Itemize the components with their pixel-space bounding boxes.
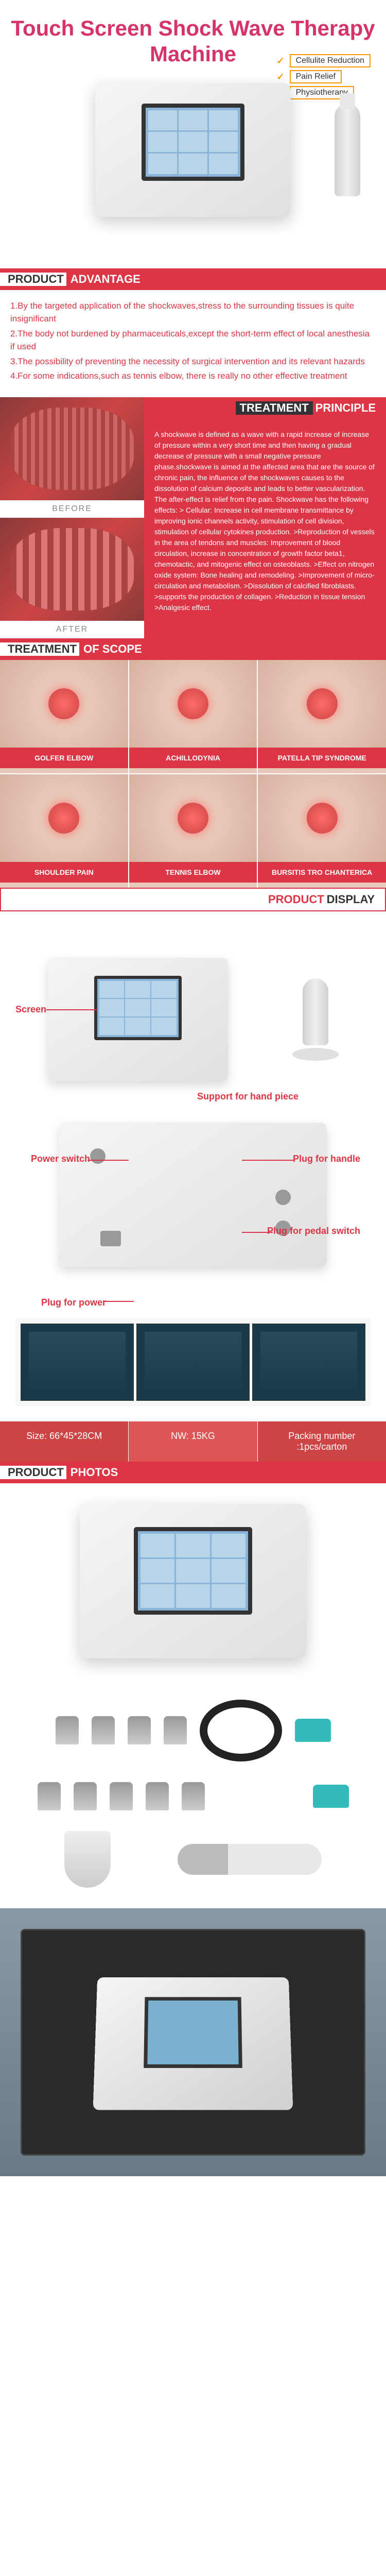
handle-illustration: [335, 104, 360, 196]
section-header-display: PRODUCT DISPLAY: [0, 888, 386, 911]
tip-accessory: [164, 1716, 187, 1744]
cap-accessory: [295, 1719, 331, 1742]
photo-main: [64, 1504, 322, 1679]
hand-piece-stand: [292, 978, 339, 1061]
spec-packing: Packing number :1pcs/carton: [258, 1421, 386, 1462]
machine-front: [48, 958, 228, 1081]
ui-screens: [15, 1318, 371, 1406]
scope-item: 2ACHILLODYNIA: [129, 660, 257, 773]
callout-plug-handle: Plug for handle: [293, 1154, 360, 1164]
callout-power-switch: Power switch: [31, 1154, 90, 1164]
scope-label: BURSITIS TRO CHANTERICA: [258, 862, 386, 883]
header-rest: PRINCIPLE: [315, 401, 376, 415]
machine-back: [59, 1123, 327, 1267]
tip-accessory: [110, 1782, 133, 1810]
header-accent: PRODUCT: [0, 1466, 66, 1479]
tip-accessory: [92, 1716, 115, 1744]
header-accent: TREATMENT: [236, 401, 313, 415]
cap-accessory: [313, 1785, 349, 1808]
scope-label: SHOULDER PAIN: [0, 862, 128, 883]
ui-screen: [21, 1324, 134, 1401]
before-label: BEFORE: [0, 500, 144, 518]
section-header-photos: PRODUCT PHOTOS: [0, 1462, 386, 1483]
principle-images: BEFORE AFTER: [0, 397, 144, 638]
principle-text: A shockwave is defined as a wave with a …: [144, 419, 386, 638]
header-left: PRODUCT: [268, 893, 324, 906]
title-section: Touch Screen Shock Wave Therapy Machine …: [0, 0, 386, 73]
ui-screen: [252, 1324, 365, 1401]
machine-in-case: [93, 1977, 293, 2110]
scope-label: TENNIS ELBOW: [129, 862, 257, 883]
scope-label: GOLFER ELBOW: [0, 748, 128, 768]
callout-plug-power: Plug for power: [41, 1297, 106, 1308]
cup-accessory: [64, 1831, 111, 1888]
section-header-principle: TREATMENT PRINCIPLE: [144, 397, 386, 419]
scope-item: 5TENNIS ELBOW: [129, 774, 257, 888]
header-rest: OF SCOPE: [83, 642, 142, 656]
header-accent: PRODUCT: [0, 273, 66, 286]
tip-accessory: [38, 1782, 61, 1810]
advantage-item: 2.The body not burdened by pharmaceutica…: [10, 327, 376, 353]
check-icon: ✓: [277, 56, 287, 66]
scope-label: ACHILLODYNIA: [129, 748, 257, 768]
spec-size: Size: 66*45*28CM: [0, 1421, 129, 1462]
machine-screen: [142, 104, 244, 181]
header-right: DISPLAY: [327, 893, 375, 906]
tip-accessory: [182, 1782, 205, 1810]
before-image: [0, 397, 144, 500]
scope-item: 4SHOULDER PAIN: [0, 774, 128, 888]
scope-item: 6BURSITIS TRO CHANTERICA: [258, 774, 386, 888]
scope-item: 1GOLFER ELBOW: [0, 660, 128, 773]
after-label: AFTER: [0, 621, 144, 638]
scope-item: 3PATELLA TIP SYNDROME: [258, 660, 386, 773]
feature-item: ✓Cellulite Reduction: [277, 54, 371, 67]
scope-label: PATELLA TIP SYNDROME: [258, 748, 386, 768]
accessories-row-2: [10, 1772, 376, 1821]
advantage-body: 1.By the targeted application of the sho…: [0, 290, 386, 397]
accessories-row-3: [10, 1821, 376, 1898]
handle-accessory: [178, 1844, 322, 1875]
advantage-item: 3.The possibility of preventing the nece…: [10, 355, 376, 368]
spec-weight: NW: 15KG: [129, 1421, 257, 1462]
accessories-row-1: [10, 1689, 376, 1772]
tip-accessory: [146, 1782, 169, 1810]
hero-image: [0, 73, 386, 268]
tip-accessory: [128, 1716, 151, 1744]
tip-accessory: [74, 1782, 97, 1810]
callout-screen: Screen: [15, 1004, 46, 1015]
carrying-case: [21, 1929, 365, 2156]
header-rest: PHOTOS: [71, 1466, 118, 1479]
section-header-scope: TREATMENT OF SCOPE: [0, 638, 386, 660]
after-image: [0, 518, 144, 621]
ui-screen: [136, 1324, 250, 1401]
display-body: Screen Support for hand piece Power swit…: [0, 911, 386, 1421]
feature-label: Cellulite Reduction: [290, 54, 371, 67]
photos-body: [0, 1483, 386, 1908]
specs-bar: Size: 66*45*28CM NW: 15KG Packing number…: [0, 1421, 386, 1462]
advantage-item: 4.For some indications,such as tennis el…: [10, 369, 376, 383]
tip-accessory: [56, 1716, 79, 1744]
principle-section: BEFORE AFTER TREATMENT PRINCIPLE A shock…: [0, 397, 386, 638]
callout-plug-pedal: Plug for pedal switch: [267, 1226, 360, 1236]
scope-grid: 1GOLFER ELBOW 2ACHILLODYNIA 3PATELLA TIP…: [0, 660, 386, 888]
cable-accessory: [200, 1700, 282, 1761]
section-header-advantage: PRODUCT ADVANTAGE: [0, 268, 386, 290]
callout-support: Support for hand piece: [197, 1091, 299, 1102]
header-rest: ADVANTAGE: [71, 273, 141, 286]
advantage-item: 1.By the targeted application of the sho…: [10, 299, 376, 326]
header-accent: TREATMENT: [0, 642, 79, 656]
machine-illustration: [95, 83, 291, 217]
case-photo: [0, 1908, 386, 2176]
